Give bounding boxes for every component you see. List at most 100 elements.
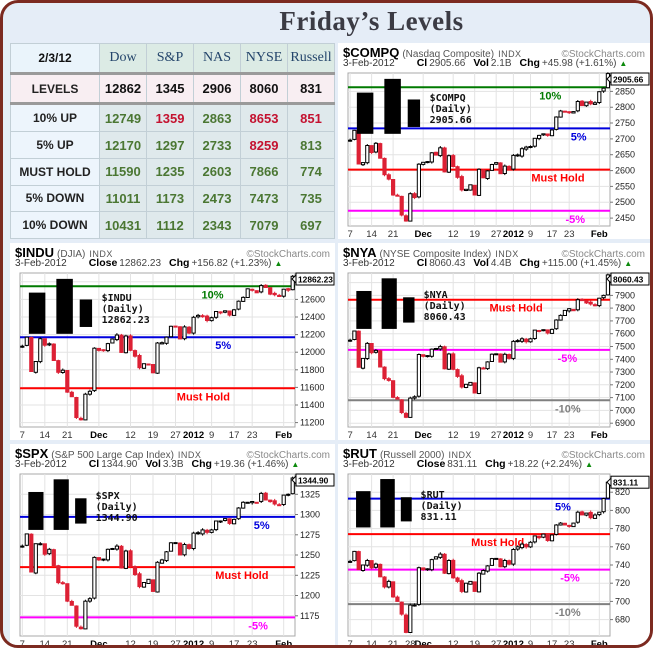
table-cell: 10431 [99, 211, 147, 239]
svg-text:7: 7 [347, 639, 352, 648]
row-label: 10% UP [10, 102, 100, 133]
table-cell: 813 [287, 131, 335, 159]
chart-panel-nya: $NYA (NYSE Composite Index) INDX ©StockC… [338, 243, 650, 440]
svg-text:-10%: -10% [555, 403, 581, 415]
levels-table: 2/3/12 Dow S&P NAS NYSE Russell LEVELS 1… [10, 43, 335, 239]
table-cell: 851 [287, 102, 335, 133]
svg-text:1200: 1200 [300, 591, 320, 601]
table-row-10pct-up: 10% UP 12749 1359 2863 8653 851 [10, 102, 335, 133]
annotate-icon [28, 479, 87, 530]
table-cell: 1173 [146, 184, 194, 213]
chart-panel-compq: $COMPQ (Nasdaq Composite) INDX ©StockCha… [338, 43, 650, 239]
chart-overlay-label: $INDU (Daily) 12862.23 [22, 272, 169, 348]
svg-text:7000: 7000 [615, 405, 635, 415]
overlay-text: $NYA (Daily) 8060.43 [423, 290, 466, 324]
svg-text:Feb: Feb [275, 639, 292, 648]
svg-text:17: 17 [229, 639, 240, 648]
table-cell: 1235 [146, 157, 194, 186]
svg-text:21: 21 [62, 639, 73, 648]
chart-panel-spx: $SPX (S&P 500 Large Cap Index) INDX ©Sto… [10, 444, 335, 648]
svg-text:7300: 7300 [615, 367, 635, 377]
svg-text:2012: 2012 [183, 430, 204, 440]
candlestick-chart: 10%5%Must Hold12800126001240012200120001… [19, 272, 335, 440]
svg-text:23: 23 [564, 430, 575, 440]
svg-text:780: 780 [615, 524, 630, 534]
svg-text:12000: 12000 [300, 347, 325, 357]
chart-quote-line: 3-Feb-2012 Cl 2905.66 Vol 2.1B Chg +45.98 (+1… [338, 57, 650, 70]
ticker-description: (S&P 500 Large Cap Index) [51, 450, 174, 461]
svg-text:12862.23: 12862.23 [298, 275, 333, 285]
column-header-russell: Russell [287, 43, 335, 74]
chart-area: 5% Must Hold -5% -10% 820 800 780 760 740 720 700 6… [338, 471, 650, 648]
ticker-symbol: $INDU [15, 245, 55, 260]
svg-text:1250: 1250 [300, 550, 320, 560]
stockcharts-credit-link[interactable]: ©StockCharts.com [246, 249, 330, 260]
table-cell: 7473 [240, 184, 288, 213]
stockcharts-credit-link[interactable]: ©StockCharts.com [561, 249, 645, 260]
svg-text:12: 12 [448, 639, 459, 648]
svg-text:-5%: -5% [560, 573, 580, 585]
svg-text:2012: 2012 [503, 639, 524, 648]
svg-text:7100: 7100 [615, 393, 635, 403]
svg-text:9: 9 [528, 430, 533, 440]
svg-text:23: 23 [564, 639, 575, 648]
svg-text:Feb: Feb [591, 639, 608, 648]
row-label: MUST HOLD [10, 157, 100, 186]
table-cell: 831 [287, 72, 335, 105]
chart-header: $NYA (NYSE Composite Index) INDX ©StockC… [338, 243, 650, 260]
chart-header: $SPX (S&P 500 Large Cap Index) INDX ©Sto… [10, 444, 335, 461]
ticker-symbol: $COMPQ [343, 45, 400, 60]
table-cell: 2603 [193, 157, 241, 186]
chart-header: $COMPQ (Nasdaq Composite) INDX ©StockCha… [338, 43, 650, 60]
column-header-dow: Dow [99, 43, 147, 74]
table-row-levels: LEVELS 12862 1345 2906 8060 831 [10, 72, 335, 105]
svg-text:-5%: -5% [248, 620, 268, 632]
table-cell: 1359 [146, 102, 194, 133]
table-cell: 8060 [240, 72, 288, 105]
svg-text:-5%: -5% [558, 353, 578, 365]
svg-text:19: 19 [148, 430, 159, 440]
svg-text:21: 21 [62, 430, 73, 440]
svg-text:2650: 2650 [615, 150, 635, 160]
svg-text:14: 14 [366, 639, 377, 648]
table-cell: 774 [287, 157, 335, 186]
svg-text:Dec: Dec [90, 639, 107, 648]
svg-text:680: 680 [615, 615, 630, 625]
overlay-text: $SPX (Daily) 1344.90 [95, 491, 138, 525]
svg-text:7800: 7800 [615, 303, 635, 313]
quote-date: 3-Feb-2012 [343, 459, 395, 470]
candlestick-chart: 10% 5% Must Hold -5% 2850 2800 2750 2700 2650 260… [347, 72, 650, 239]
svg-text:1300: 1300 [300, 510, 320, 520]
table-row-5pct-down: 5% DOWN 11011 1173 2473 7473 735 [10, 184, 335, 213]
svg-text:19: 19 [469, 639, 480, 648]
quote-date: 3-Feb-2012 [15, 459, 67, 470]
ticker-symbol: $SPX [15, 446, 49, 461]
svg-text:23: 23 [564, 229, 575, 239]
table-cell: 8259 [240, 131, 288, 159]
svg-text:2550: 2550 [615, 181, 635, 191]
svg-text:2750: 2750 [615, 118, 635, 128]
svg-text:7: 7 [347, 229, 352, 239]
chart-area: 10%5%Must Hold12800126001240012200120001… [10, 270, 335, 440]
ticker-description: (NYSE Composite Index) [379, 249, 492, 260]
table-row-5pct-up: 5% UP 12170 1297 2733 8259 813 [10, 131, 335, 159]
svg-text:17: 17 [547, 430, 558, 440]
ticker-kind: INDX [177, 450, 202, 460]
stockcharts-credit-link[interactable]: ©StockCharts.com [561, 49, 645, 60]
svg-text:5%: 5% [254, 520, 270, 532]
stockcharts-credit-link[interactable]: ©StockCharts.com [561, 450, 645, 461]
svg-text:Must Hold: Must Hold [177, 391, 230, 403]
chart-quote-line: 3-Feb-2012 Close 12862.23 Chg +156.82 (+1.2… [10, 257, 335, 270]
svg-text:9: 9 [528, 229, 533, 239]
svg-text:1275: 1275 [300, 530, 320, 540]
ticker-description: (Russell 2000) [379, 450, 445, 461]
svg-text:Dec: Dec [414, 229, 431, 239]
svg-text:12: 12 [125, 430, 136, 440]
ticker-symbol: $RUT [343, 446, 377, 461]
page-title: Friday’s Levels [279, 6, 464, 36]
table-header-row: 2/3/12 Dow S&P NAS NYSE Russell [10, 43, 335, 74]
stockcharts-credit-link[interactable]: ©StockCharts.com [246, 450, 330, 461]
svg-text:5%: 5% [215, 340, 231, 352]
svg-text:7: 7 [20, 639, 25, 648]
svg-text:Dec: Dec [90, 430, 107, 440]
